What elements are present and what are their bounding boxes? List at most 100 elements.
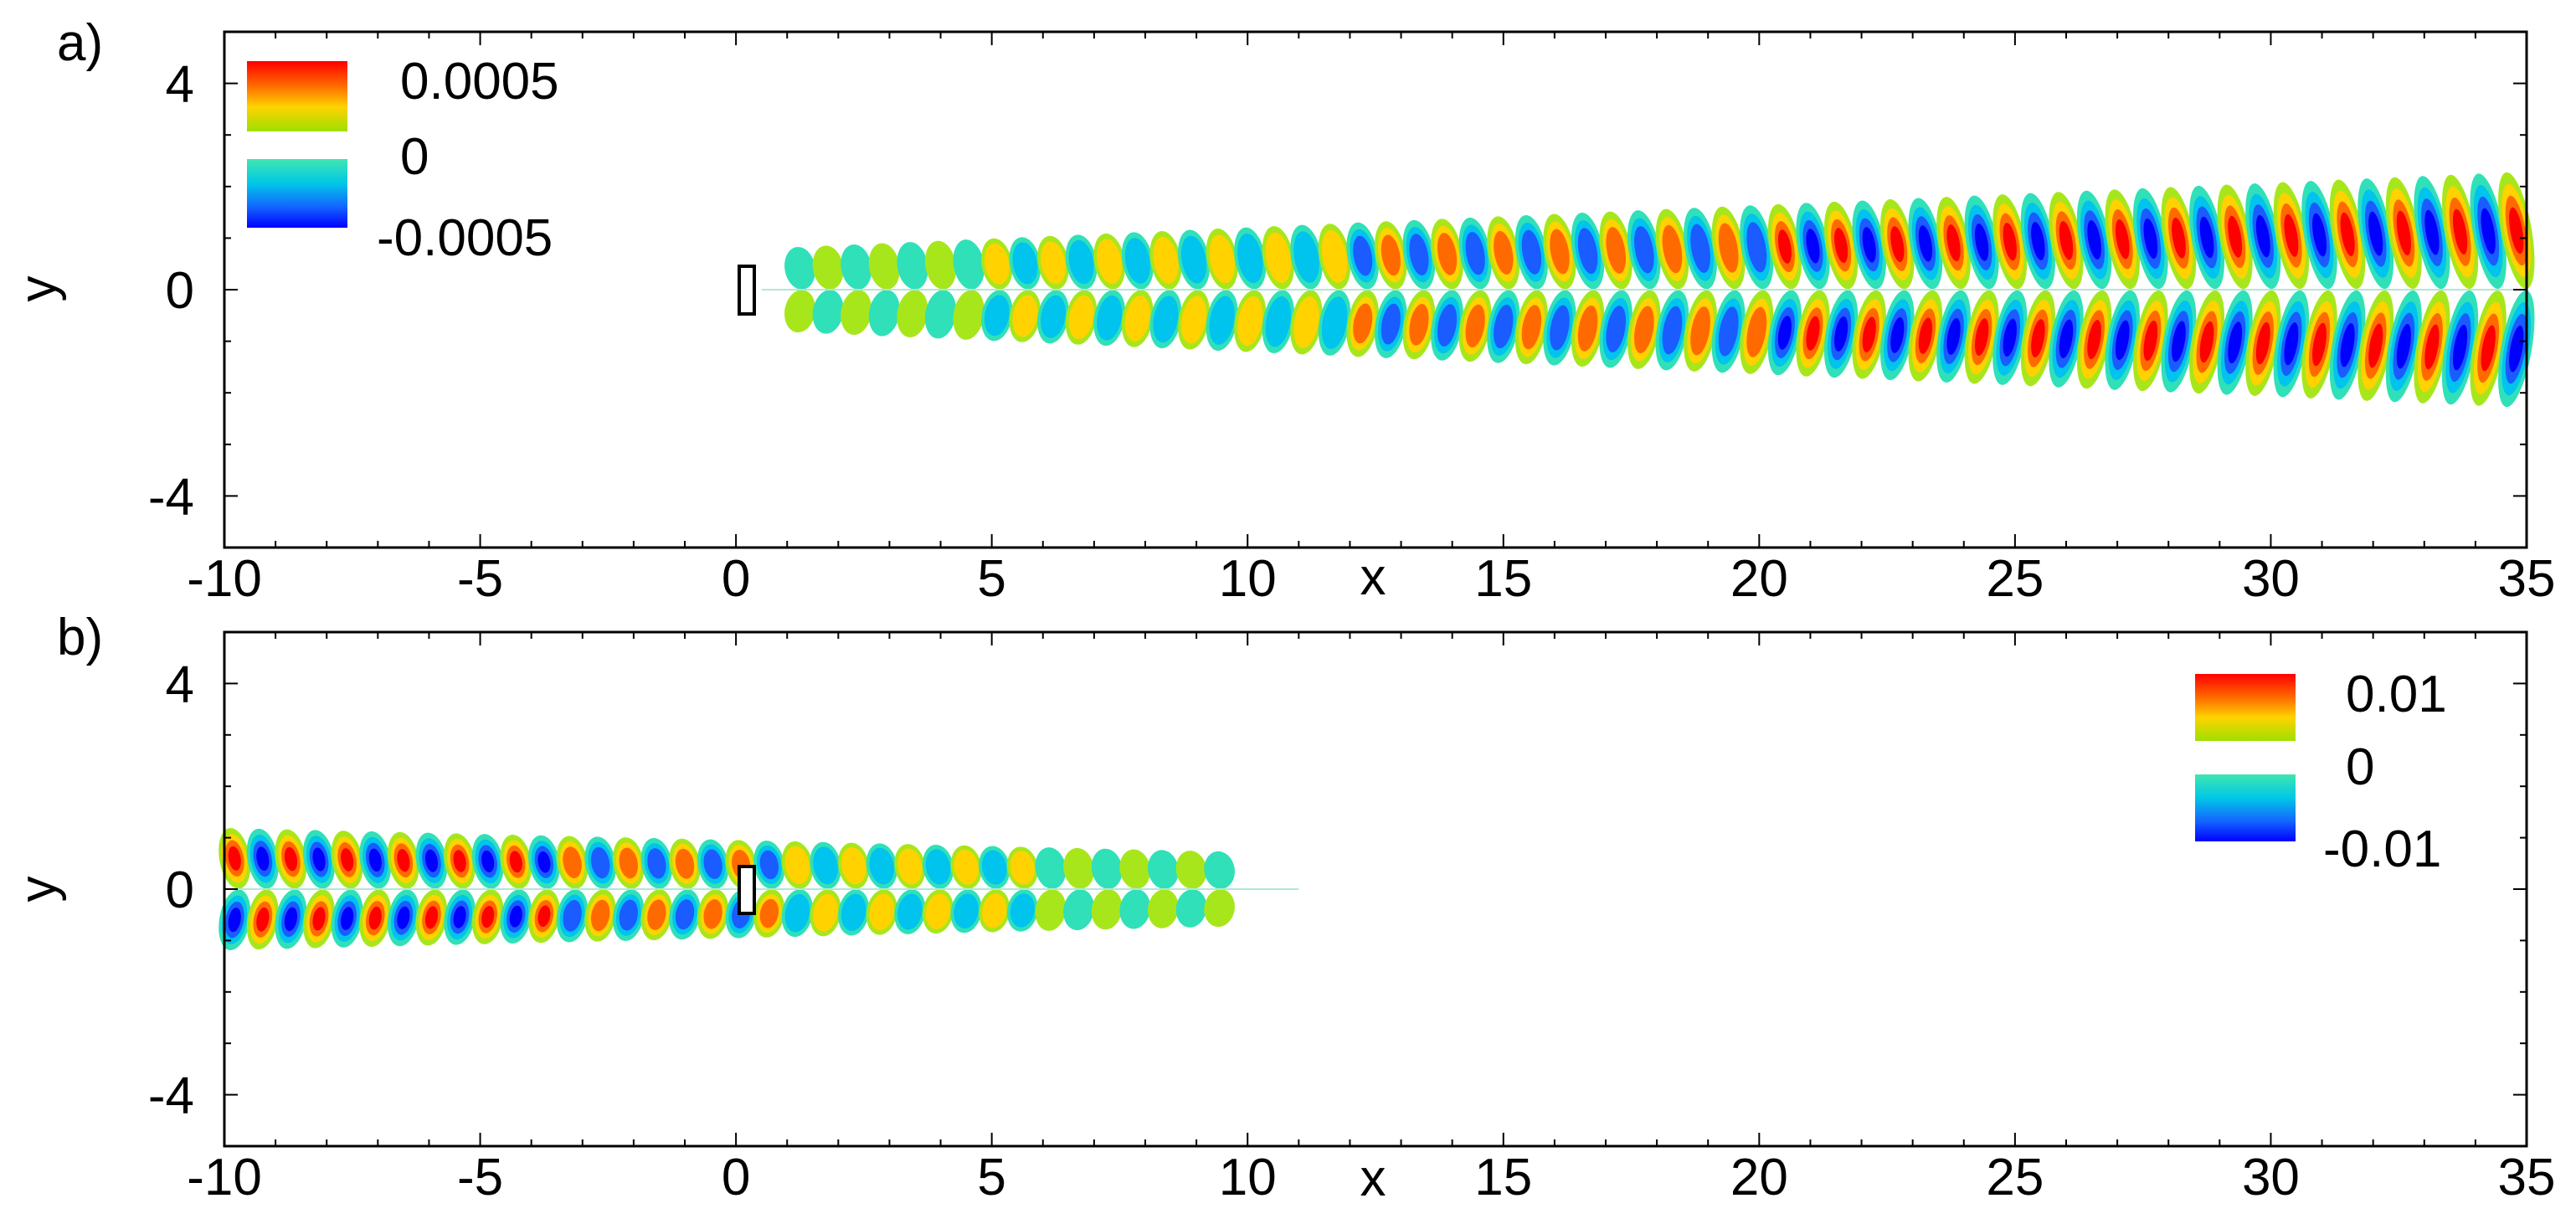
contour-lobe xyxy=(424,849,439,872)
contour-lobe xyxy=(2509,325,2524,373)
contour-lobe xyxy=(1153,236,1179,284)
contour-lobe xyxy=(481,906,495,928)
legend-label-max-a: 0.0005 xyxy=(400,53,559,111)
x-tick-label: -10 xyxy=(187,1149,262,1206)
contour-lobe xyxy=(1035,847,1067,889)
panel-a: a) y -10 -5 0 5 10 15 20 25 30 35 -4 0 4 x 0.0005 0… xyxy=(9,14,2555,608)
contour-lobe xyxy=(1550,229,1570,275)
contour-lobe xyxy=(1068,295,1094,340)
contour-lobe xyxy=(953,290,985,340)
contour-lobe xyxy=(1437,304,1458,347)
contour-lobe xyxy=(2481,325,2496,372)
y-tick-label: 0 xyxy=(166,861,194,919)
contour-lobe xyxy=(953,239,985,290)
contour-lobe xyxy=(1381,303,1401,345)
contour-lobe xyxy=(812,245,844,290)
panel-label-a: a) xyxy=(57,14,103,72)
contour-lobe xyxy=(1237,296,1263,346)
contour-lobe xyxy=(925,849,951,885)
contour-lobe xyxy=(424,906,439,929)
contour-lobe xyxy=(1119,849,1151,889)
contour-lobe xyxy=(2115,219,2130,260)
contour-lobe xyxy=(284,907,298,932)
contour-lobe xyxy=(2255,214,2270,258)
contour-lobe xyxy=(1606,227,1627,274)
contour-lobe xyxy=(453,850,466,872)
contour-lobe xyxy=(981,893,1007,928)
x-tick-label: 0 xyxy=(722,550,750,608)
contour-lobe xyxy=(813,846,838,885)
contour-lobe xyxy=(784,893,810,933)
contour-lobe xyxy=(312,907,326,931)
x-tick-label: 20 xyxy=(1730,1149,1788,1206)
contour-lobe xyxy=(1718,223,1739,273)
contour-lobe xyxy=(397,849,410,872)
contour-lobe xyxy=(1175,889,1207,928)
contour-lobe xyxy=(312,847,326,872)
contour-lobe xyxy=(868,243,900,290)
contour-lobe xyxy=(563,846,582,879)
legend-swatch-negative-a xyxy=(247,159,347,228)
contour-lobe xyxy=(537,851,551,873)
x-tick-label: 0 xyxy=(722,1149,750,1206)
contour-lobe xyxy=(897,242,928,290)
contour-lobe xyxy=(1634,226,1654,274)
contour-lobe xyxy=(1204,889,1235,928)
contour-lobe xyxy=(1834,316,1848,352)
contour-lobe xyxy=(784,846,810,885)
contour-lobe xyxy=(675,899,695,930)
legend-label-min-b: -0.01 xyxy=(2323,820,2441,878)
contour-lobe xyxy=(2199,321,2214,363)
contour-lobe xyxy=(1010,851,1036,885)
contour-lobe xyxy=(1068,239,1094,285)
contour-lobe xyxy=(2452,324,2468,371)
y-tick-labels-b: -4 0 4 xyxy=(148,656,194,1124)
contour-lobe xyxy=(2228,321,2243,364)
contour-lobe xyxy=(1862,316,1876,352)
contour-lobe xyxy=(1204,851,1235,889)
contour-lobe xyxy=(897,848,923,885)
contour-lobe xyxy=(1091,848,1123,889)
panel-b: b) y -10 -5 0 5 10 15 20 25 30 35 -4 0 4 x 0.01 0 -… xyxy=(9,609,2555,1207)
contour-lobe xyxy=(954,893,979,929)
contour-lobe xyxy=(368,848,382,872)
contour-lobe xyxy=(1806,229,1820,264)
contour-lobe xyxy=(1153,296,1179,343)
contour-lobe xyxy=(2115,320,2130,361)
contour-lobe xyxy=(2311,322,2327,367)
contour-lobe xyxy=(1265,232,1292,283)
contour-lobe xyxy=(1321,296,1348,349)
contour-lobe xyxy=(869,847,895,885)
contour-lobe xyxy=(1012,242,1038,285)
contour-lobe xyxy=(1577,228,1598,275)
contour-lobe xyxy=(2340,212,2355,256)
contour-lobe xyxy=(2368,323,2383,368)
contour-lobe xyxy=(1124,238,1150,284)
contour-lobe xyxy=(368,906,382,930)
contour-lobe xyxy=(1237,234,1263,284)
contour-field-b xyxy=(219,828,1299,950)
contour-lobe xyxy=(2481,208,2496,255)
x-tick-label: 15 xyxy=(1474,1149,1532,1206)
contour-lobe xyxy=(1437,233,1458,275)
legend-label-zero-a: 0 xyxy=(400,128,429,186)
contour-lobe xyxy=(2199,216,2214,259)
x-axis-label-a: x xyxy=(1360,548,1386,606)
legend-label-max-b: 0.01 xyxy=(2346,666,2447,723)
legend-swatch-positive-b xyxy=(2195,674,2296,741)
contour-lobe xyxy=(2059,221,2074,260)
legend-swatch-negative-b xyxy=(2195,774,2296,841)
contour-lobe xyxy=(1634,306,1654,353)
contour-lobe xyxy=(784,246,815,290)
contour-lobe xyxy=(1662,224,1683,274)
contour-lobe xyxy=(1124,296,1150,342)
contour-lobe xyxy=(1494,230,1514,275)
contour-lobe xyxy=(1465,304,1485,347)
contour-lobe xyxy=(341,848,354,872)
legend-label-zero-b: 0 xyxy=(2346,738,2374,796)
x-tick-label: 25 xyxy=(1986,1149,2044,1206)
contour-lobe xyxy=(2452,208,2468,255)
contour-lobe xyxy=(256,846,270,872)
contour-lobe xyxy=(1662,306,1683,355)
contour-lobe xyxy=(2284,322,2299,366)
